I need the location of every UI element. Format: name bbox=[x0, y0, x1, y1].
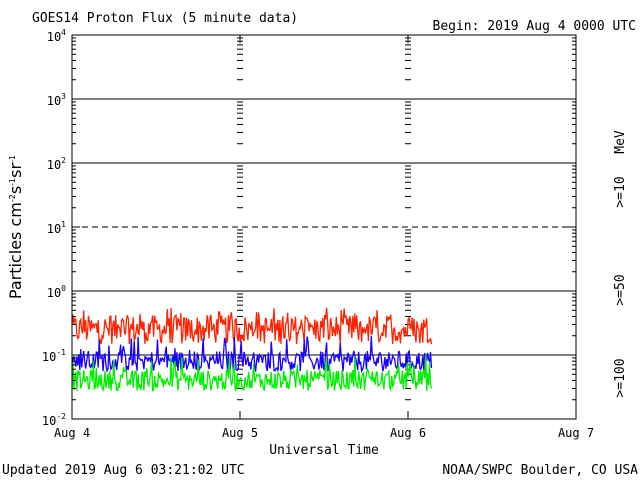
y-axis-s: s bbox=[6, 186, 25, 194]
y-axis-label-main: Particles cm bbox=[6, 202, 25, 299]
series-layer bbox=[71, 307, 433, 393]
y-tick-label: 101 bbox=[47, 220, 66, 236]
y-tick-base: 10 bbox=[47, 222, 61, 236]
y-axis-exp-1: -2 bbox=[8, 194, 17, 202]
y-axis-title: Particles cm-2s-1sr-1 bbox=[6, 155, 25, 299]
y-tick-exp: -2 bbox=[56, 412, 66, 421]
y-tick-base: 10 bbox=[42, 414, 56, 428]
y-tick-base: 10 bbox=[47, 94, 61, 108]
legend-ge10: >=10 bbox=[613, 176, 628, 207]
y-tick-exp: -1 bbox=[56, 348, 66, 357]
legend: MeV >=10 >=50 >=100 bbox=[613, 130, 628, 397]
y-tick-label: 10-2 bbox=[42, 412, 66, 428]
series-line-50mev bbox=[71, 335, 433, 374]
y-tick-base: 10 bbox=[47, 158, 61, 172]
y-tick-exp: 2 bbox=[61, 156, 66, 165]
plot-grid bbox=[72, 37, 576, 420]
y-axis-exp-3: -1 bbox=[8, 155, 17, 163]
y-tick-exp: 3 bbox=[61, 92, 66, 101]
y-axis-exp-2: -1 bbox=[8, 178, 17, 186]
y-tick-label: 10-1 bbox=[42, 348, 66, 364]
y-tick-label: 102 bbox=[47, 156, 66, 172]
x-tick-label: Aug 4 bbox=[54, 426, 90, 440]
x-tick-label: Aug 7 bbox=[558, 426, 594, 440]
x-tick-label: Aug 6 bbox=[390, 426, 426, 440]
legend-ge50: >=50 bbox=[613, 274, 628, 305]
chart-title: GOES14 Proton Flux (5 minute data) bbox=[32, 11, 298, 26]
y-tick-base: 10 bbox=[47, 30, 61, 44]
y-tick-exp: 1 bbox=[61, 220, 66, 229]
updated-time: Updated 2019 Aug 6 03:21:02 UTC bbox=[2, 463, 245, 478]
y-tick-base: 10 bbox=[47, 286, 61, 300]
x-tick-label: Aug 5 bbox=[222, 426, 258, 440]
y-tick-label: 103 bbox=[47, 92, 66, 108]
begin-time: Begin: 2019 Aug 4 0000 UTC bbox=[433, 19, 637, 34]
x-axis-title: Universal Time bbox=[269, 443, 379, 458]
y-tick-label: 104 bbox=[47, 28, 66, 44]
y-axis-sr: sr bbox=[6, 163, 25, 178]
series-line-100mev bbox=[71, 355, 433, 393]
series-line-10mev bbox=[71, 307, 433, 345]
y-tick-base: 10 bbox=[42, 350, 56, 364]
y-tick-label: 100 bbox=[47, 284, 66, 300]
y-tick-exp: 0 bbox=[61, 284, 66, 293]
y-tick-exp: 4 bbox=[61, 28, 66, 37]
legend-unit: MeV bbox=[613, 130, 628, 154]
legend-ge100: >=100 bbox=[613, 358, 628, 397]
credit: NOAA/SWPC Boulder, CO USA bbox=[442, 463, 638, 478]
